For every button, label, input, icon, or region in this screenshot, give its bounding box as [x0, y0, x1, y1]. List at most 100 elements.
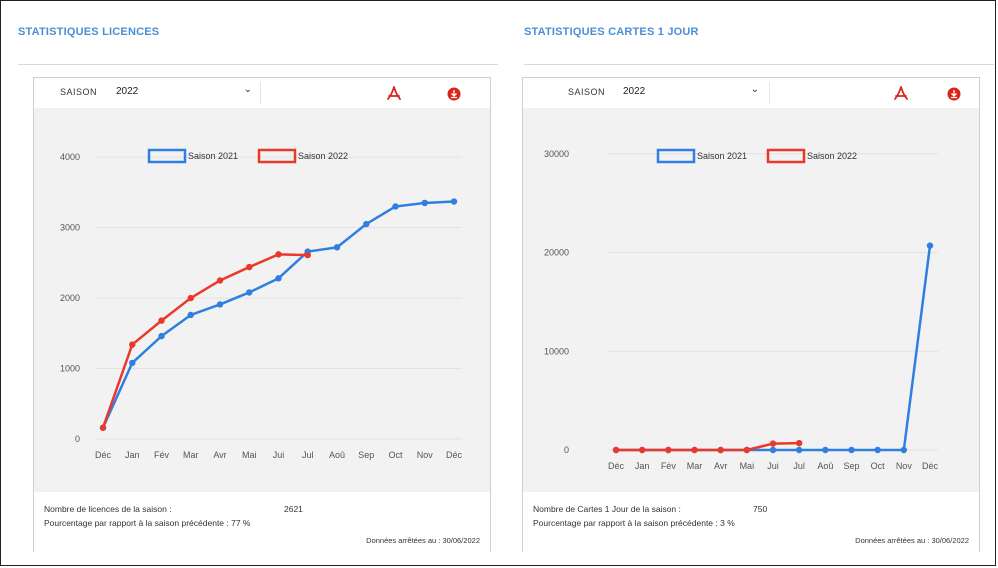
x-tick-label: Mar [183, 450, 199, 460]
data-point[interactable] [158, 332, 165, 340]
data-point[interactable] [158, 317, 165, 324]
y-tick-label: 2000 [60, 293, 80, 303]
data-point[interactable] [822, 446, 829, 454]
data-point[interactable] [275, 251, 282, 258]
series-line-0 [616, 245, 932, 452]
data-point[interactable] [638, 446, 646, 454]
y-tick-label: 30000 [544, 149, 569, 159]
data-as-of-date: Données arrêtées au : 30/06/2022 [366, 536, 480, 545]
x-tick-label: Jul [793, 461, 805, 471]
legend-swatch [257, 148, 297, 164]
x-tick-label: Oct [388, 450, 403, 460]
data-point[interactable] [848, 446, 855, 454]
series-line-0 [101, 200, 455, 429]
section-title-cartes: STATISTIQUES CARTES 1 JOUR [524, 26, 699, 38]
legend-swatch [766, 148, 806, 164]
data-point[interactable] [769, 446, 777, 454]
legend-swatch [656, 148, 696, 164]
data-point[interactable] [216, 301, 224, 308]
x-tick-label: Sep [358, 450, 374, 460]
chevron-down-icon: ⌄ [243, 84, 252, 95]
legend-label[interactable]: Saison 2021 [188, 151, 238, 161]
panel-cartes: SAISON 2022 ⌄ 0 10000 20000 30000 Déc Jan Fév M… [522, 77, 980, 552]
data-point[interactable] [99, 424, 107, 431]
section-divider [18, 64, 498, 65]
x-tick-label: Déc [446, 450, 463, 460]
data-point[interactable] [717, 446, 724, 454]
data-point[interactable] [743, 446, 751, 454]
data-point[interactable] [900, 446, 908, 454]
x-tick-label: Jui [273, 450, 285, 460]
y-tick-label: 0 [75, 434, 80, 444]
x-tick-label: Avr [714, 461, 727, 471]
data-point[interactable] [333, 244, 341, 251]
data-point[interactable] [129, 341, 136, 348]
data-point[interactable] [187, 294, 194, 302]
x-tick-label: Aoû [817, 461, 833, 471]
season-select[interactable]: 2022 ⌄ [114, 81, 256, 103]
season-select[interactable]: 2022 ⌄ [621, 81, 763, 103]
percentage-text: Pourcentage par rapport à la saison préc… [44, 518, 251, 528]
y-tick-label: 1000 [60, 364, 80, 374]
data-point[interactable] [769, 440, 777, 447]
percentage-text: Pourcentage par rapport à la saison préc… [533, 518, 735, 528]
data-point[interactable] [665, 446, 672, 454]
x-tick-label: Sep [843, 461, 859, 471]
data-point[interactable] [246, 263, 253, 271]
x-tick-label: Nov [417, 450, 434, 460]
data-point[interactable] [926, 242, 934, 249]
licences-chart: 0 1000 2000 3000 4000 Déc Jan Fév Mar Avr Mai Jui Ju… [60, 148, 463, 460]
x-tick-label: Fév [661, 461, 677, 471]
download-icon[interactable] [447, 87, 461, 101]
data-point[interactable] [795, 446, 803, 454]
legend-label[interactable]: Saison 2021 [697, 151, 747, 161]
data-point[interactable] [392, 203, 399, 210]
data-point[interactable] [795, 439, 803, 447]
chevron-down-icon: ⌄ [750, 84, 759, 95]
data-point[interactable] [421, 199, 428, 207]
pdf-icon[interactable] [386, 86, 402, 102]
x-tick-label: Fév [154, 450, 170, 460]
x-tick-label: Jui [767, 461, 779, 471]
y-tick-label: 4000 [60, 152, 80, 162]
download-icon[interactable] [947, 87, 961, 101]
panel-toolbar: SAISON 2022 ⌄ [523, 78, 979, 108]
data-as-of-date: Données arrêtées au : 30/06/2022 [855, 536, 969, 545]
x-tick-label: Nov [896, 461, 913, 471]
season-select-value: 2022 [623, 86, 646, 97]
chart-area: 0 1000 2000 3000 4000 Déc Jan Fév Mar Avr Mai Jui Ju… [34, 108, 490, 492]
x-tick-label: Mar [687, 461, 703, 471]
data-point[interactable] [691, 446, 698, 454]
season-count-label: Nombre de licences de la saison : [44, 504, 172, 514]
data-point[interactable] [304, 251, 311, 259]
y-tick-label: 3000 [60, 223, 80, 233]
data-point[interactable] [363, 220, 370, 228]
toolbar-divider [260, 82, 261, 104]
data-point[interactable] [246, 289, 253, 296]
legend-label[interactable]: Saison 2022 [807, 151, 857, 161]
series-line-1 [101, 253, 308, 429]
x-tick-label: Oct [871, 461, 886, 471]
panel-footer: Nombre de licences de la saison : 2621 P… [34, 492, 490, 552]
data-point[interactable] [187, 311, 194, 319]
pdf-icon[interactable] [893, 86, 909, 102]
data-point[interactable] [129, 359, 136, 367]
legend-label[interactable]: Saison 2022 [298, 151, 348, 161]
y-tick-label: 0 [564, 445, 569, 455]
season-count-value: 2621 [284, 504, 303, 514]
data-point[interactable] [450, 198, 458, 205]
x-tick-label: Déc [608, 461, 625, 471]
cartes-chart: 0 10000 20000 30000 Déc Jan Fév Mar Avr Mai Jui Jul… [544, 148, 938, 471]
legend-swatch [147, 148, 187, 164]
y-tick-label: 10000 [544, 346, 569, 356]
data-point[interactable] [612, 446, 620, 454]
season-label: SAISON [60, 87, 98, 97]
data-point[interactable] [874, 446, 881, 454]
x-tick-label: Jan [125, 450, 140, 460]
data-point[interactable] [216, 277, 224, 284]
x-tick-label: Jul [302, 450, 314, 460]
x-tick-label: Aoû [329, 450, 345, 460]
data-point[interactable] [275, 275, 282, 282]
y-tick-label: 20000 [544, 248, 569, 258]
x-tick-label: Mai [740, 461, 755, 471]
